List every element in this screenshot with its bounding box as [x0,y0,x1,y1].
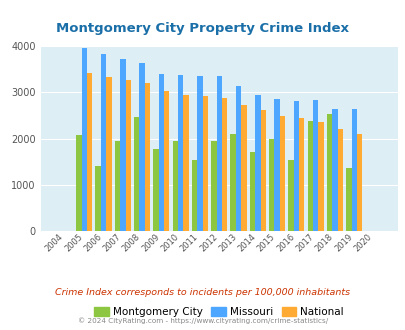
Bar [134,117,139,231]
Bar [279,116,284,231]
Bar [260,110,265,231]
Bar [95,166,100,231]
Bar [337,129,342,231]
Bar [241,105,246,231]
Bar [87,74,92,231]
Bar [139,63,145,231]
Bar [307,121,312,231]
Bar [356,134,361,231]
Bar [81,48,87,231]
Bar [312,100,318,231]
Bar [183,95,188,231]
Bar [211,141,216,231]
Bar [197,76,202,231]
Legend: Montgomery City, Missouri, National: Montgomery City, Missouri, National [90,303,347,321]
Bar [106,77,111,231]
Bar [216,76,222,231]
Bar [177,75,183,231]
Bar [145,83,150,231]
Text: Montgomery City Property Crime Index: Montgomery City Property Crime Index [56,22,349,35]
Bar [345,168,351,231]
Bar [351,109,356,231]
Bar [115,141,120,231]
Bar [153,149,158,231]
Bar [100,53,106,231]
Bar [192,160,197,231]
Bar [158,74,164,231]
Bar [222,98,227,231]
Bar [274,99,279,231]
Bar [331,109,337,231]
Bar [172,141,177,231]
Bar [254,95,260,231]
Bar [288,160,293,231]
Bar [293,101,298,231]
Bar [269,139,274,231]
Bar [230,134,235,231]
Bar [235,86,241,231]
Bar [249,152,254,231]
Text: Crime Index corresponds to incidents per 100,000 inhabitants: Crime Index corresponds to incidents per… [55,287,350,297]
Bar [326,114,331,231]
Text: © 2024 CityRating.com - https://www.cityrating.com/crime-statistics/: © 2024 CityRating.com - https://www.city… [78,317,327,324]
Bar [164,91,169,231]
Bar [202,96,207,231]
Bar [318,122,323,231]
Bar [76,135,81,231]
Bar [120,59,125,231]
Bar [298,118,304,231]
Bar [125,80,130,231]
